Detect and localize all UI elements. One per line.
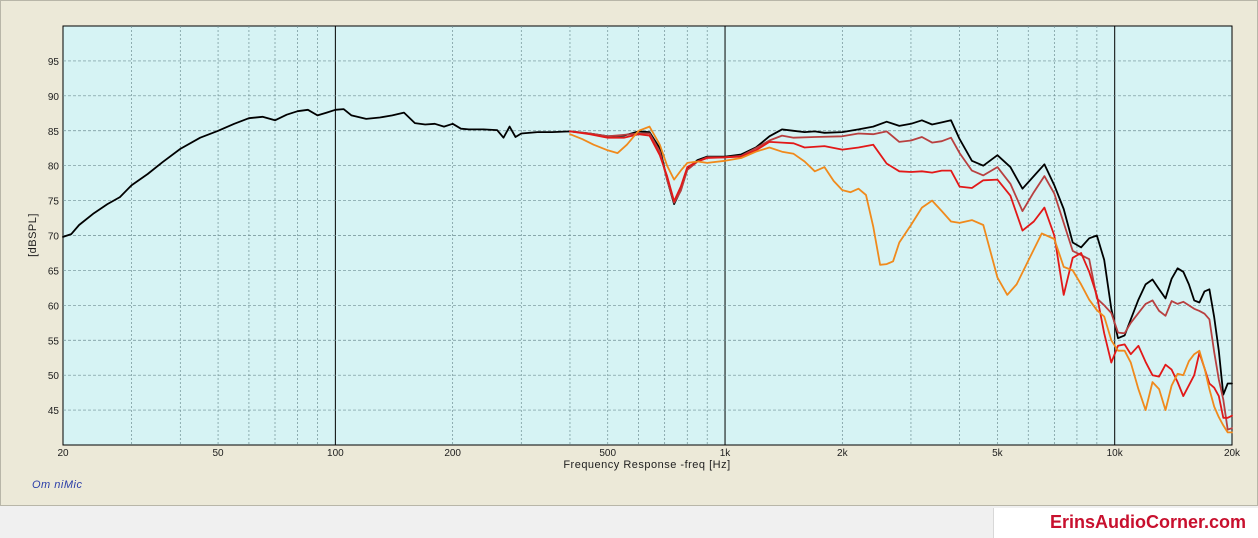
y-tick-label: 50	[48, 371, 60, 382]
y-tick-label: 90	[48, 92, 60, 103]
x-tick-label: 500	[599, 448, 616, 459]
y-tick-label: 85	[48, 127, 60, 138]
x-tick-label: 50	[213, 448, 225, 459]
tick-labels: 20 50 100 200 500 1k 2k 5k 10k 20k 95 90 85 80 75 70 65 6…	[48, 57, 1241, 459]
x-tick-label: 2k	[837, 448, 849, 459]
x-tick-label: 10k	[1107, 448, 1124, 459]
x-tick-label: 5k	[992, 448, 1004, 459]
x-tick-label: 1k	[720, 448, 732, 459]
grid	[63, 26, 1232, 445]
series-layer	[62, 108, 1233, 434]
watermark-box	[993, 508, 1258, 538]
y-tick-label: 65	[48, 266, 60, 277]
app-brand-label: Om niMic	[32, 479, 83, 491]
y-axis-title: [dBSPL]	[27, 213, 39, 257]
y-tick-label: 80	[48, 162, 60, 173]
x-axis-title: Frequency Response -freq [Hz]	[563, 459, 730, 471]
y-tick-label: 70	[48, 232, 60, 243]
x-tick-label: 100	[327, 448, 344, 459]
watermark-text: ErinsAudioCorner.com	[1049, 512, 1246, 532]
x-tick-label: 20k	[1224, 448, 1241, 459]
y-tick-label: 60	[48, 301, 60, 312]
y-tick-label: 55	[48, 336, 60, 347]
y-tick-label: 45	[48, 406, 60, 417]
plot-area	[62, 25, 1233, 446]
y-tick-label: 75	[48, 197, 60, 208]
x-tick-label: 200	[444, 448, 461, 459]
x-tick-label: 20	[57, 448, 69, 459]
y-tick-label: 95	[48, 57, 60, 68]
frequency-response-chart: 20 50 100 200 500 1k 2k 5k 10k 20k 95 90 85 80 75 70 65 6…	[27, 25, 1241, 471]
series-line-4	[569, 125, 1233, 434]
